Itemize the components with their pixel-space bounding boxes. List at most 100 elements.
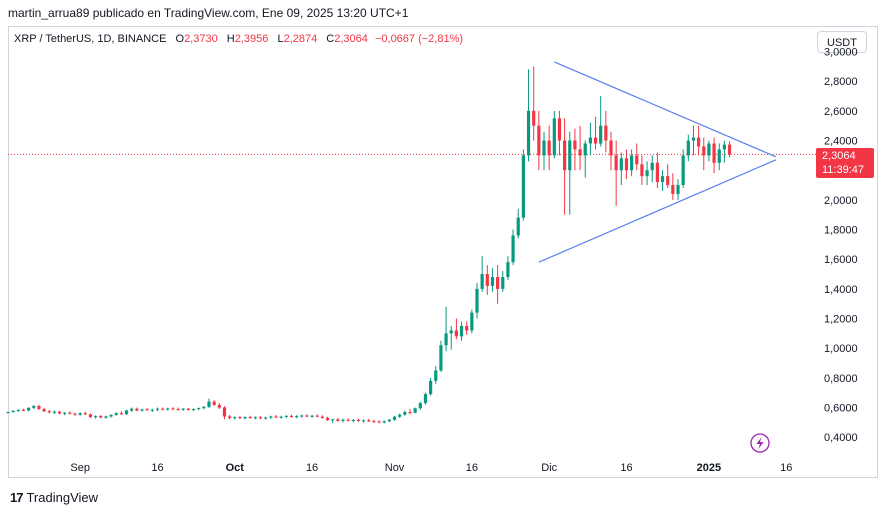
- candle-body: [727, 144, 732, 155]
- price-axis[interactable]: 0,4000 0,6000 0,8000 1,0000 1,2000 1,4000 1,60…: [824, 47, 858, 445]
- candle-body: [331, 419, 335, 421]
- candle: [475, 282, 479, 319]
- candle-body: [295, 416, 299, 418]
- candle-body: [243, 417, 247, 419]
- candle-body: [640, 164, 644, 177]
- candle: [630, 149, 634, 177]
- candle-body: [593, 137, 598, 144]
- candle-body: [52, 411, 56, 413]
- candle-body: [42, 409, 46, 412]
- candle-body: [310, 415, 314, 417]
- candle: [697, 125, 701, 156]
- candle: [660, 170, 665, 191]
- candle-body: [372, 421, 376, 423]
- candle-body: [104, 416, 108, 418]
- candle-body: [238, 417, 242, 419]
- candle: [94, 415, 98, 419]
- candle: [459, 321, 464, 341]
- candle-body: [279, 416, 283, 418]
- time-axis[interactable]: Sep 16 Oct 16 Nov 16 Dic 16 2025 16: [70, 462, 792, 474]
- bar-countdown: 11:39:47: [822, 164, 865, 176]
- candle: [640, 155, 644, 186]
- candle-body: [119, 413, 123, 415]
- candle-body: [161, 408, 165, 410]
- candle: [568, 131, 572, 215]
- currency-button[interactable]: USDT: [817, 31, 867, 53]
- candle: [155, 407, 160, 412]
- candle: [392, 415, 397, 421]
- candle: [593, 116, 598, 150]
- tradingview-logo[interactable]: 17 TradingView: [10, 490, 98, 505]
- candle-body: [130, 408, 134, 411]
- candle: [671, 173, 675, 200]
- candle-body: [94, 416, 98, 418]
- candle: [202, 406, 206, 410]
- candle-body: [604, 125, 608, 141]
- candle: [63, 411, 67, 416]
- time-axis-label: 16: [306, 462, 318, 474]
- candle-body: [624, 158, 629, 171]
- low-label: L: [277, 33, 284, 45]
- candle-body: [614, 155, 618, 171]
- candle: [269, 415, 273, 419]
- change-value: −0,0667 (−2,81%): [374, 33, 464, 45]
- candle-body: [444, 333, 448, 346]
- candle-body: [233, 417, 237, 419]
- candle: [191, 408, 196, 412]
- candle-body: [506, 262, 510, 278]
- candle: [186, 407, 190, 411]
- candle: [707, 140, 711, 162]
- candle: [284, 415, 288, 419]
- candle-body: [83, 413, 87, 415]
- candle: [130, 407, 134, 412]
- candle-body: [99, 416, 103, 418]
- candle: [331, 418, 335, 424]
- candle-body: [470, 312, 474, 331]
- candle-body: [21, 409, 26, 411]
- candle-body: [140, 409, 144, 411]
- candle: [470, 309, 474, 334]
- candle: [16, 409, 20, 412]
- candle-body: [563, 140, 567, 171]
- candle: [480, 256, 484, 292]
- candle: [465, 321, 469, 335]
- symbol-name[interactable]: XRP / TetherUS, 1D, BINANCE: [14, 33, 167, 45]
- candle-body: [475, 288, 479, 313]
- candle-body: [588, 137, 592, 144]
- candle-body: [573, 140, 577, 150]
- time-axis-label: Nov: [385, 462, 405, 474]
- candle: [712, 137, 716, 174]
- candle-body: [258, 417, 263, 419]
- candle-body: [109, 414, 113, 417]
- candle: [68, 411, 72, 415]
- time-axis-label: 16: [151, 462, 163, 474]
- price-axis-label: 1,8000: [824, 225, 858, 237]
- candle-body: [325, 417, 330, 421]
- candle: [408, 409, 412, 415]
- candle: [27, 407, 31, 412]
- candle-body: [356, 419, 361, 421]
- candle-body: [511, 235, 515, 263]
- candle-body: [68, 412, 72, 414]
- last-price-tag: 2,3064 11:39:47: [816, 148, 874, 178]
- price-axis-label: 2,4000: [824, 136, 858, 148]
- lightning-icon[interactable]: [750, 433, 770, 453]
- candle-body: [609, 140, 613, 156]
- candle-body: [496, 277, 500, 289]
- candle-body: [351, 419, 355, 421]
- candle: [253, 416, 257, 420]
- candle: [444, 306, 448, 352]
- candle: [588, 122, 592, 156]
- time-axis-label: 16: [620, 462, 632, 474]
- candle: [325, 416, 330, 421]
- candle-body: [47, 411, 51, 413]
- candle: [315, 414, 319, 418]
- candle-body: [305, 415, 309, 417]
- candle: [418, 401, 422, 410]
- time-axis-label: 2025: [697, 462, 721, 474]
- candle: [11, 410, 15, 413]
- candle: [135, 407, 139, 412]
- time-axis-label: 16: [780, 462, 792, 474]
- candle: [557, 110, 562, 156]
